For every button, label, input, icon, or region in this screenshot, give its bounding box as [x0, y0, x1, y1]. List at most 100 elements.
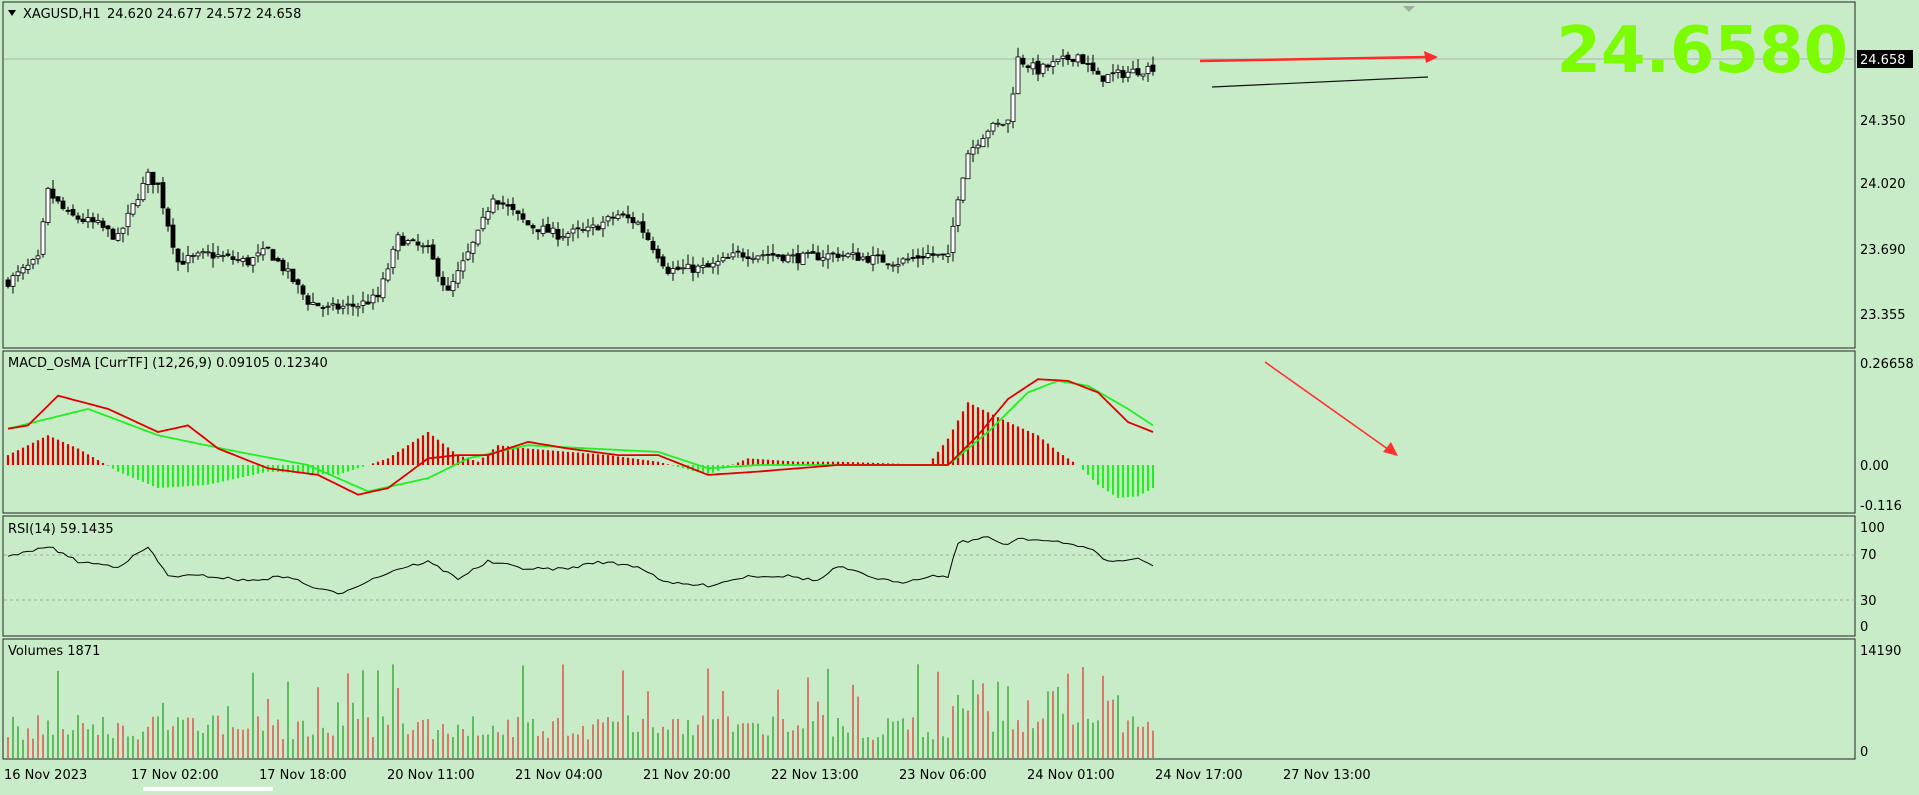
bull-candle — [215, 254, 221, 258]
bull-candle — [135, 199, 141, 207]
macd-group — [6, 378, 1155, 498]
bear-candle — [375, 294, 381, 298]
bull-candle — [635, 221, 641, 225]
bull-candle — [285, 268, 291, 272]
bull-candle — [790, 254, 796, 257]
bull-candle — [1060, 55, 1066, 59]
symbol-label: XAGUSD,H1 — [23, 7, 101, 22]
bull-candle — [925, 253, 931, 258]
bull-candle — [10, 275, 16, 287]
ohlc-label: 24.620 24.677 24.572 24.658 — [107, 7, 301, 22]
bear-candle — [595, 225, 601, 231]
bull-candle — [670, 268, 676, 274]
bear-candle — [735, 250, 741, 253]
chart-shift-marker[interactable] — [1403, 6, 1415, 12]
bull-candle — [615, 214, 621, 219]
bull-candle — [850, 252, 856, 255]
bull-candle — [460, 260, 466, 272]
bull-candle — [140, 182, 146, 201]
bear-candle — [155, 182, 161, 185]
rsi-axis-label: 70 — [1860, 548, 1877, 563]
volume-group — [7, 664, 1154, 758]
bear-candle — [555, 229, 561, 240]
bull-candle — [455, 270, 461, 284]
bear-candle — [1065, 54, 1071, 61]
bear-candle — [815, 252, 821, 261]
resistance-arrow[interactable] — [1199, 55, 1429, 63]
bear-candle — [210, 252, 216, 259]
bear-candle — [415, 241, 421, 246]
bull-candle — [480, 216, 486, 230]
bear-candle — [765, 253, 771, 256]
bear-candle — [510, 203, 516, 211]
macd-label: MACD_OsMA [CurrTF] (12,26,9) 0.09105 0.1… — [8, 356, 328, 371]
time-axis: 16 Nov 2023 17 Nov 02:00 17 Nov 18:00 20… — [4, 768, 1371, 783]
symbol-dropdown-icon[interactable] — [8, 10, 16, 16]
bull-candle — [540, 225, 546, 234]
bull-candle — [420, 245, 426, 248]
bull-candle — [390, 248, 396, 269]
support-trendline[interactable] — [1211, 76, 1429, 88]
time-label: 21 Nov 04:00 — [515, 768, 603, 783]
bull-candle — [755, 255, 761, 260]
bull-candle — [1040, 63, 1046, 74]
bear-candle — [830, 252, 836, 255]
macd-axis-label: -0.116 — [1860, 499, 1902, 514]
bull-candle — [860, 256, 866, 260]
current-price-tag: 24.658 — [1860, 53, 1906, 68]
bull-candle — [985, 130, 991, 139]
bull-candle — [550, 227, 556, 234]
volume-panel-frame — [2, 638, 1856, 760]
bear-candle — [855, 252, 861, 261]
bull-candle — [395, 234, 401, 252]
bull-candle — [945, 253, 951, 257]
bull-candle — [240, 258, 246, 262]
bear-candle — [270, 249, 276, 261]
bull-candle — [260, 248, 266, 256]
bear-candle — [100, 220, 106, 228]
bear-candle — [645, 232, 651, 241]
bull-candle — [590, 224, 596, 228]
macd-axis-label: 0.00 — [1860, 459, 1889, 474]
time-label: 21 Nov 20:00 — [643, 768, 731, 783]
bear-candle — [1020, 57, 1026, 65]
bull-candle — [560, 236, 566, 239]
bear-candle — [915, 255, 921, 259]
bear-candle — [1070, 59, 1076, 62]
bull-candle — [960, 177, 966, 201]
macd-down-arrow[interactable] — [1264, 361, 1393, 453]
bear-candle — [1120, 70, 1126, 78]
bear-candle — [910, 257, 916, 259]
bull-candle — [840, 254, 846, 257]
bear-candle — [245, 257, 251, 266]
bear-candle — [920, 255, 926, 259]
bear-candle — [940, 253, 946, 256]
bull-candle — [700, 264, 706, 268]
bull-candle — [565, 233, 571, 238]
bull-candle — [890, 264, 896, 267]
bull-candle — [405, 240, 411, 245]
bull-candle — [30, 259, 36, 265]
bear-candle — [55, 196, 61, 202]
bear-candle — [610, 216, 616, 219]
bull-candle — [340, 305, 346, 309]
bull-candle — [600, 221, 606, 230]
bear-candle — [705, 263, 711, 268]
bear-candle — [810, 251, 816, 254]
time-label: 20 Nov 11:00 — [387, 768, 475, 783]
bear-candle — [435, 258, 441, 277]
bear-candle — [1100, 75, 1106, 82]
bear-candle — [70, 209, 76, 216]
time-label: 17 Nov 18:00 — [259, 768, 347, 783]
bear-candle — [655, 248, 661, 259]
bull-candle — [370, 294, 376, 304]
scrollbar-thumb[interactable] — [143, 787, 273, 791]
bear-candle — [500, 202, 506, 205]
bear-candle — [740, 252, 746, 258]
volume-axis-label: 14190 — [1860, 644, 1901, 659]
bull-candle — [935, 253, 941, 256]
bear-candle — [1025, 65, 1031, 68]
bull-candle — [955, 199, 961, 226]
